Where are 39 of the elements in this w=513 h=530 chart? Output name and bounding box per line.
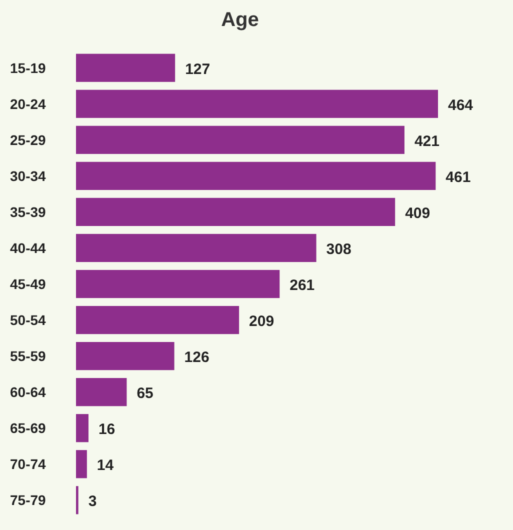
y-tick-label: 15-19: [10, 60, 46, 76]
data-label: 209: [249, 313, 274, 330]
data-label: 421: [414, 132, 440, 150]
data-label: 65: [136, 385, 154, 402]
bar: [76, 234, 316, 262]
data-label: 308: [326, 240, 352, 258]
y-tick-label: 50-54: [10, 312, 46, 328]
data-label: 461: [446, 168, 471, 186]
bar: [76, 198, 396, 226]
data-label: 126: [184, 349, 210, 366]
bar: [76, 90, 438, 118]
y-tick-label: 75-79: [10, 492, 46, 508]
y-tick-label: 60-64: [10, 384, 46, 400]
bar: [76, 162, 436, 190]
data-label: 127: [185, 60, 210, 78]
data-label: 409: [405, 204, 430, 222]
y-tick-label: 35-39: [10, 204, 46, 220]
bar: [76, 54, 176, 82]
data-label: 261: [290, 277, 315, 294]
bar: [76, 270, 280, 298]
data-label: 14: [96, 457, 114, 474]
data-label: 16: [98, 421, 116, 438]
bar: [76, 306, 240, 334]
data-label: 464: [448, 96, 474, 114]
y-tick-label: 40-44: [10, 240, 46, 256]
y-tick-label: 55-59: [10, 348, 46, 364]
bar: [76, 378, 127, 406]
y-tick-label: 30-34: [10, 168, 46, 184]
data-label: 3: [88, 493, 97, 510]
y-tick-label: 70-74: [10, 456, 46, 472]
bar: [76, 414, 88, 442]
bar: [76, 342, 174, 370]
y-tick-label: 65-69: [10, 420, 46, 436]
bar: [76, 450, 87, 478]
y-tick-label: 20-24: [10, 96, 46, 112]
y-tick-label: 25-29: [10, 132, 46, 148]
y-tick-label: 45-49: [10, 276, 46, 292]
chart-title: Age: [221, 9, 259, 31]
bar: [76, 126, 404, 154]
